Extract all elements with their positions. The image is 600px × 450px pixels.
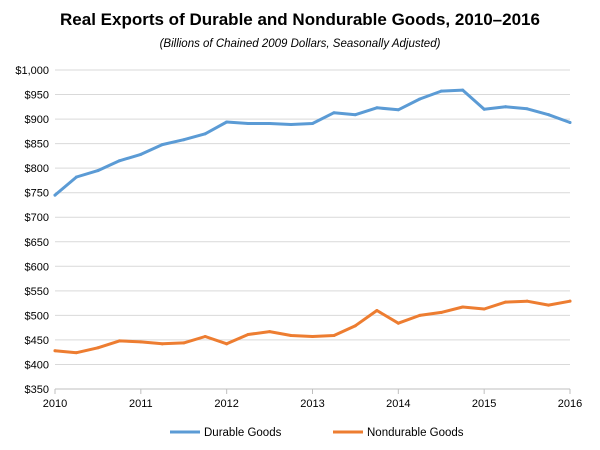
y-tick-label: $450	[25, 335, 49, 347]
gridlines	[55, 69, 570, 365]
durable-goods-point	[311, 121, 314, 125]
durable-goods-point	[568, 121, 572, 125]
nondurable-goods-point	[482, 307, 486, 311]
chart-subtitle: (Billions of Chained 2009 Dollars, Seaso…	[159, 38, 441, 50]
nondurable-goods-point	[53, 349, 57, 353]
x-tick-label: 2010	[43, 398, 67, 410]
y-tick-label: $350	[25, 384, 49, 396]
nondurable-goods-point	[139, 340, 143, 344]
durable-goods-point	[182, 138, 186, 142]
durable-goods-point	[353, 113, 357, 117]
nondurable-goods-point	[311, 334, 314, 338]
nondurable-goods-point	[225, 342, 229, 346]
nondurable-goods-point	[246, 333, 250, 337]
y-tick-label: $600	[25, 261, 49, 273]
nondurable-goods-line	[53, 299, 572, 355]
durable-goods-point	[139, 152, 143, 156]
y-axis-ticks: $350 $400 $450 $500 $550 $600 $650 $700 $750 $800…	[15, 65, 49, 396]
x-tick-label: 2016	[558, 398, 582, 410]
durable-goods-point	[246, 121, 250, 125]
x-tick-label: 2012	[214, 398, 238, 410]
nondurable-goods-point	[332, 334, 336, 338]
durable-goods-point	[53, 193, 57, 197]
durable-goods-legend-label: Durable Goods	[204, 427, 282, 439]
y-tick-label: $900	[25, 114, 49, 126]
y-tick-label: $800	[25, 163, 49, 175]
y-tick-label: $650	[25, 237, 49, 249]
durable-goods-point	[482, 107, 486, 111]
nondurable-goods-legend-label: Nondurable Goods	[367, 427, 464, 439]
nondurable-goods-point	[504, 300, 508, 304]
x-tick-label: 2013	[300, 398, 324, 410]
y-tick-label: $550	[25, 286, 49, 298]
legend: Durable Goods Nondurable Goods	[170, 427, 464, 439]
nondurable-goods-point	[568, 299, 572, 303]
durable-goods-point	[439, 89, 443, 93]
durable-goods-point	[74, 175, 78, 179]
nondurable-goods-point	[375, 308, 379, 312]
durable-goods-point	[117, 159, 121, 163]
nondurable-goods-point	[268, 330, 272, 334]
durable-goods-line	[53, 88, 572, 197]
durable-goods-point	[418, 97, 422, 101]
durable-goods-point	[225, 120, 229, 124]
x-tick-label: 2015	[472, 398, 496, 410]
y-tick-label: $700	[25, 212, 49, 224]
durable-goods-point	[547, 113, 551, 117]
nondurable-goods-point	[203, 334, 207, 338]
series-lines	[53, 88, 572, 355]
nondurable-goods-point	[117, 339, 121, 343]
durable-goods-point	[525, 107, 529, 111]
durable-goods-point	[396, 108, 400, 112]
x-tick-label: 2011	[129, 398, 153, 410]
durable-goods-point	[504, 105, 508, 109]
x-tick-label: 2014	[386, 398, 410, 410]
nondurable-goods-point	[182, 341, 186, 345]
x-axis-ticks: 2010 2011 2012 2013 2014 2015 2016	[43, 389, 582, 410]
nondurable-goods-point	[353, 324, 357, 328]
durable-goods-point	[203, 132, 207, 136]
durable-goods-point	[461, 88, 465, 92]
durable-goods-point	[289, 122, 293, 126]
chart-title: Real Exports of Durable and Nondurable G…	[60, 10, 540, 29]
durable-goods-point	[160, 143, 164, 147]
nondurable-goods-point	[439, 310, 443, 314]
y-tick-label: $950	[25, 90, 49, 102]
nondurable-goods-point	[96, 346, 100, 350]
durable-goods-point	[332, 111, 336, 115]
nondurable-goods-point	[396, 321, 400, 325]
nondurable-goods-point	[418, 313, 422, 317]
nondurable-goods-point	[525, 299, 529, 303]
nondurable-goods-point	[547, 303, 551, 307]
durable-goods-point	[375, 106, 379, 110]
durable-goods-point	[96, 169, 100, 173]
durable-goods-point	[268, 121, 272, 125]
nondurable-goods-point	[74, 351, 78, 355]
nondurable-goods-point	[289, 334, 293, 338]
y-tick-label: $750	[25, 188, 49, 200]
y-tick-label: $500	[25, 310, 49, 322]
y-tick-label: $400	[25, 359, 49, 371]
y-tick-label: $1,000	[15, 65, 49, 77]
nondurable-goods-point	[160, 342, 164, 346]
nondurable-goods-point	[461, 305, 465, 309]
y-tick-label: $850	[25, 139, 49, 151]
